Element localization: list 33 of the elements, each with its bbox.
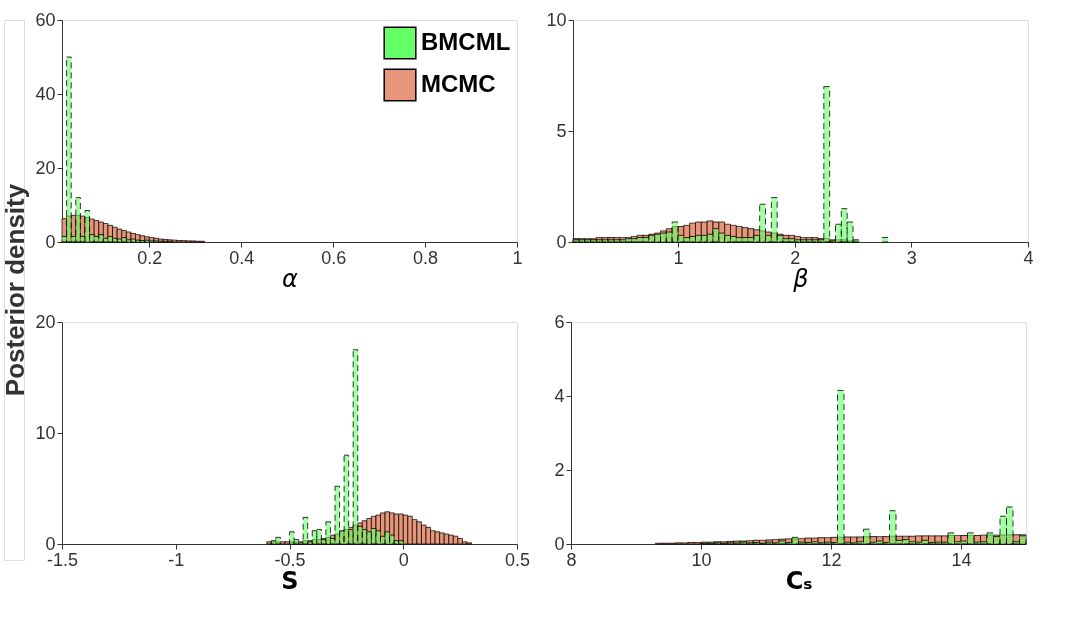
y-tick-label: 4 bbox=[554, 385, 565, 406]
x-tick-label: 12 bbox=[821, 549, 842, 570]
x-axis-title: Cₛ bbox=[785, 566, 813, 595]
x-tick-label: 14 bbox=[951, 549, 972, 570]
x-tick-label: 4 bbox=[1023, 247, 1034, 268]
x-tick-label: 1 bbox=[673, 247, 684, 268]
y-tick-label: 0 bbox=[45, 231, 56, 252]
x-tick-label: 0.2 bbox=[137, 247, 163, 268]
x-tick-label: 0.5 bbox=[504, 549, 531, 570]
y-tick-label: 6 bbox=[554, 311, 565, 332]
y-tick-label: 2 bbox=[554, 459, 565, 480]
x-tick-label: 1 bbox=[512, 247, 523, 268]
y-axis-title: Posterior density bbox=[0, 183, 30, 397]
y-tick-label: 10 bbox=[35, 422, 56, 443]
y-tick-label: 20 bbox=[35, 157, 56, 178]
y-tick-label: 5 bbox=[556, 120, 567, 141]
x-tick-label: 8 bbox=[566, 549, 577, 570]
x-tick-label: -1 bbox=[168, 549, 185, 570]
x-tick-label: 0.6 bbox=[321, 247, 347, 268]
y-tick-label: 0 bbox=[554, 533, 565, 554]
x-tick-label: 10 bbox=[691, 549, 712, 570]
legend-label: BMCML bbox=[421, 28, 511, 55]
x-tick-label: 3 bbox=[906, 247, 917, 268]
y-tick-label: 60 bbox=[35, 9, 56, 30]
y-tick-label: 20 bbox=[35, 311, 56, 332]
x-tick-label: 0.8 bbox=[413, 247, 439, 268]
y-tick-label: 10 bbox=[546, 9, 567, 30]
x-tick-label: 0.4 bbox=[229, 247, 255, 268]
y-tick-label: 0 bbox=[556, 231, 567, 252]
x-tick-label: 0 bbox=[398, 549, 409, 570]
y-tick-label: 40 bbox=[35, 83, 56, 104]
legend-label: MCMC bbox=[421, 70, 496, 97]
x-axis-title: α bbox=[282, 264, 299, 293]
